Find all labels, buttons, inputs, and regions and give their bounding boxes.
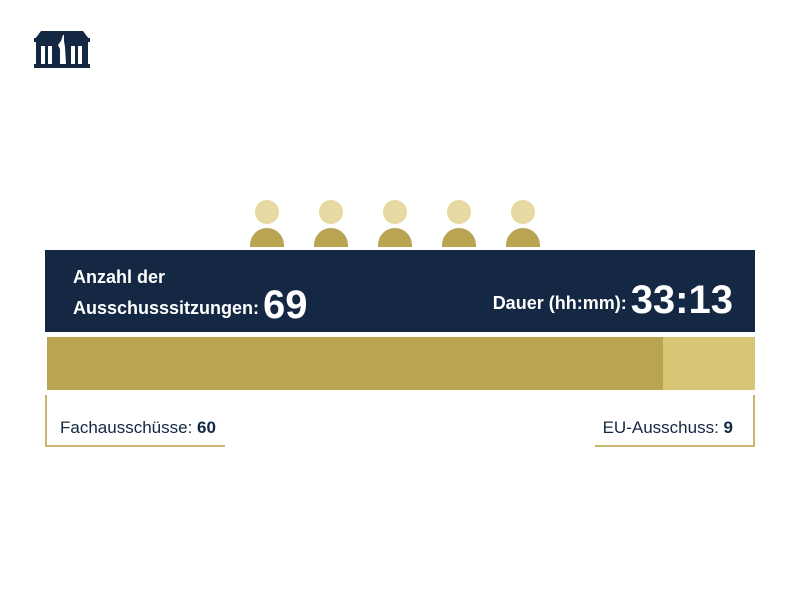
persons-row — [250, 200, 540, 247]
sessions-label-line1: Anzahl der — [73, 267, 166, 287]
bar-segment-fachausschuesse — [47, 337, 663, 390]
duration: Dauer (hh:mm): 33:13 — [493, 280, 733, 323]
person-icon — [314, 200, 348, 247]
fachausschuesse-value: 60 — [197, 418, 216, 437]
person-icon — [506, 200, 540, 247]
bar-segment-eu-ausschuss — [662, 337, 755, 390]
person-icon — [378, 200, 412, 247]
sessions-value: 69 — [263, 283, 308, 327]
person-icon — [250, 200, 284, 247]
fachausschuesse-bracket: Fachausschüsse: 60 — [45, 395, 225, 447]
fachausschuesse-label: Fachausschüsse: — [60, 418, 193, 437]
person-icon — [442, 200, 476, 247]
eu-ausschuss-label: EU-Ausschuss: — [602, 418, 719, 437]
eu-ausschuss-value: 9 — [723, 418, 733, 437]
sessions-stacked-bar — [47, 337, 755, 390]
sessions-count: Anzahl der Ausschusssitzungen: 69 — [73, 263, 308, 325]
eu-ausschuss-bracket: EU-Ausschuss: 9 — [595, 395, 755, 447]
parliament-logo-icon — [33, 27, 91, 69]
summary-panel: Anzahl der Ausschusssitzungen: 69 Dauer (… — [45, 250, 755, 332]
sessions-label-line2: Ausschusssitzungen: — [73, 298, 260, 318]
duration-label: Dauer (hh:mm): — [492, 293, 627, 313]
duration-value: 33:13 — [630, 278, 733, 322]
